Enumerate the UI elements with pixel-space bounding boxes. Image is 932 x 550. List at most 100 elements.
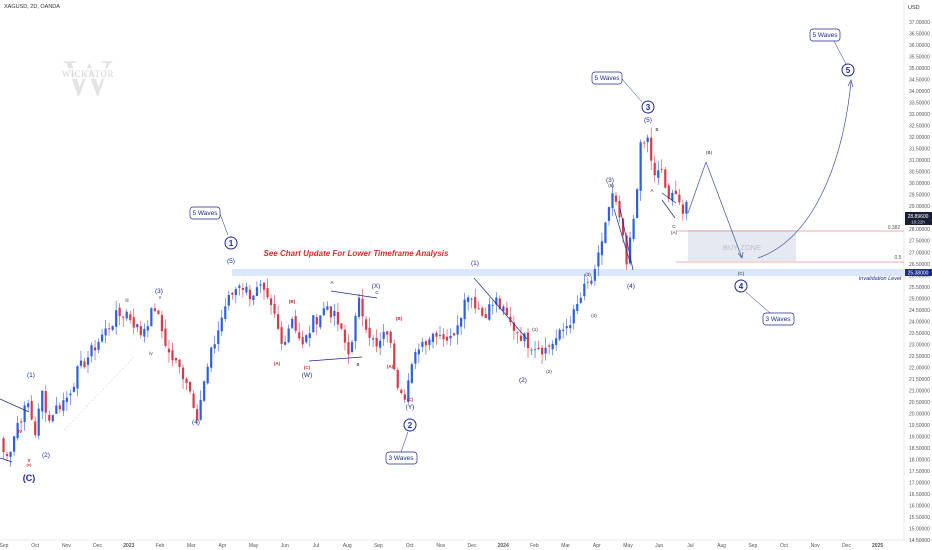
trendline-4a <box>613 208 631 263</box>
price-tick-label: 19.00000 <box>909 435 930 441</box>
wave-label-2-early: (2) <box>42 452 50 459</box>
time-tick-label: Oct <box>31 543 39 549</box>
circle-wave-1 <box>224 236 238 250</box>
candle-body <box>565 326 568 329</box>
wave-label-a-paren: (A) <box>671 230 678 235</box>
candle-body <box>319 315 322 328</box>
candle-body <box>470 298 473 300</box>
wave-label-1-early: (1) <box>27 372 35 379</box>
candle-body <box>291 318 294 329</box>
candle-body <box>431 333 435 342</box>
circle-num-5: 5 <box>846 66 851 75</box>
trendline-early-2 <box>0 457 13 463</box>
buy-zone-label: BUY ZONE <box>723 243 761 252</box>
wave-label-c-small: C <box>672 224 676 229</box>
arrow-head-5 <box>847 79 854 88</box>
wave-label-2-b: (2) <box>519 377 527 384</box>
wave-label-b-red-2: (B) <box>396 316 403 321</box>
time-tick-label: Sep <box>0 543 9 549</box>
candle-body <box>322 308 325 316</box>
price-tick-label: 29.50000 <box>909 193 930 199</box>
candle-body <box>678 194 681 203</box>
buy-zone <box>688 230 796 261</box>
invalidation-price-tag: 25.38000 <box>905 269 932 277</box>
price-tick-label: 35.00000 <box>909 66 930 72</box>
svg-text:W: W <box>63 50 112 107</box>
price-tick-label: 32.00000 <box>909 135 930 141</box>
candle-body <box>372 338 375 340</box>
candle-body <box>435 332 438 337</box>
candle-body <box>115 310 118 327</box>
candle-body <box>674 190 677 195</box>
candle-body <box>579 297 582 303</box>
wave-label-b-proj: (B) <box>706 150 713 155</box>
candle-body <box>86 357 90 365</box>
wave-label-iii: iii <box>125 298 128 304</box>
candle-body <box>621 218 625 236</box>
time-tick-label: 2024 <box>498 543 509 549</box>
price-tick-label: 31.00000 <box>909 158 930 164</box>
candle-body <box>604 222 607 244</box>
candle-body <box>586 281 589 283</box>
candle-body <box>227 295 230 306</box>
wave-label-v-red: v <box>28 458 31 464</box>
candle-body <box>139 326 142 336</box>
price-tick-label: 26.50000 <box>909 262 930 268</box>
candle-body <box>600 241 604 256</box>
trendline-2024 <box>473 277 528 340</box>
time-tick-label: Mar <box>561 543 570 549</box>
candle-body <box>474 296 477 309</box>
candle-body <box>125 311 128 319</box>
candle-body <box>336 312 340 325</box>
candle-body <box>403 394 406 400</box>
last-price-tag: 28.89600 18:22h <box>905 212 932 225</box>
price-tick-label: 34.00000 <box>909 89 930 95</box>
price-tick-label: 33.00000 <box>909 112 930 118</box>
candle-body <box>118 307 121 317</box>
candle-body <box>393 343 396 370</box>
wave-label-3-small: (3) <box>585 272 591 277</box>
candle-body <box>502 306 505 312</box>
price-tick-label: 23.00000 <box>909 342 930 348</box>
candle-body <box>660 168 663 170</box>
candle-body <box>537 347 540 350</box>
candle-body <box>273 303 276 314</box>
candle-body <box>171 350 174 361</box>
candle-body <box>276 314 280 329</box>
candle-body <box>509 316 512 322</box>
candle-body <box>34 421 37 436</box>
candle-body <box>262 282 266 290</box>
price-tick-label: 26.00000 <box>909 273 930 279</box>
candle-body <box>379 340 382 348</box>
candle-body <box>685 201 688 214</box>
candle-body <box>421 341 424 347</box>
candle-body <box>607 207 611 221</box>
price-tick-label: 22.00000 <box>909 365 930 371</box>
candle-body <box>51 415 54 422</box>
currency-label: USD <box>908 5 920 11</box>
candle-body <box>174 357 178 361</box>
price-tick-label: 30.00000 <box>909 181 930 187</box>
wave-label-c-red-3: (C) <box>407 397 414 402</box>
time-tick-label: Jul <box>687 543 693 549</box>
candle-body <box>614 195 618 202</box>
price-tick-label: 22.50000 <box>909 354 930 360</box>
price-tick-label: 20.50000 <box>909 400 930 406</box>
candle-body <box>164 328 167 346</box>
callout-2: 3 Waves <box>388 455 414 462</box>
wave-label-5-a: (5) <box>227 258 235 265</box>
time-tick-label: Apr <box>593 543 601 549</box>
candle-body <box>477 308 480 310</box>
price-tick-label: 31.50000 <box>909 147 930 153</box>
candle-body <box>167 348 171 353</box>
time-tick-label: Sep <box>374 543 383 549</box>
time-tick-label: Oct <box>780 543 788 549</box>
wave-label-a: A <box>330 280 333 285</box>
candle-body <box>129 314 132 320</box>
candle-body <box>618 201 621 218</box>
trendline-x-bottom <box>308 356 363 362</box>
wave-label-b: B <box>356 362 359 367</box>
wave-label-w: (W) <box>302 372 312 379</box>
time-tick-label: Dec <box>468 543 477 549</box>
candle-body <box>143 328 146 337</box>
